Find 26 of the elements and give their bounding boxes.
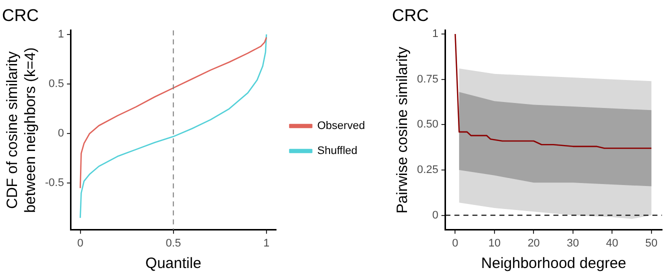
y-tick-label: 0 xyxy=(432,209,438,222)
x-tick-label: 0 xyxy=(77,237,84,250)
x-tick-label: 50 xyxy=(645,237,658,250)
chart-title: CRC xyxy=(2,6,39,25)
chart-title: CRC xyxy=(392,6,429,25)
x-tick-label: 40 xyxy=(606,237,618,250)
x-tick-label: 10 xyxy=(488,237,501,250)
y-axis-title: Pairwise cosine similarity xyxy=(394,46,412,214)
y-tick-label: 1 xyxy=(58,28,64,40)
y-tick-label: 0.5 xyxy=(48,78,64,90)
y-tick-label: 1 xyxy=(432,28,438,40)
x-tick-label: 20 xyxy=(528,237,540,250)
y-tick-label: 0.25 xyxy=(416,164,438,176)
y-tick-label: 0.75 xyxy=(416,73,438,86)
y-tick-label: -0.5 xyxy=(44,177,64,190)
x-tick-label: 1 xyxy=(263,237,270,250)
y-tick-label: 0.50 xyxy=(416,118,438,131)
legend-label: Shuffled xyxy=(317,145,358,158)
x-axis-title: Quantile xyxy=(145,255,202,272)
y-axis-title: CDF of cosine similarity between neighbors (k=4) xyxy=(4,47,40,213)
legend-label: Observed xyxy=(317,120,365,132)
x-tick-label: 0.5 xyxy=(166,237,181,250)
y-tick-label: 0 xyxy=(58,128,64,140)
x-tick-label: 0 xyxy=(452,237,458,250)
x-tick-label: 30 xyxy=(566,237,580,250)
x-axis-title: Neighborhood degree xyxy=(481,255,626,272)
